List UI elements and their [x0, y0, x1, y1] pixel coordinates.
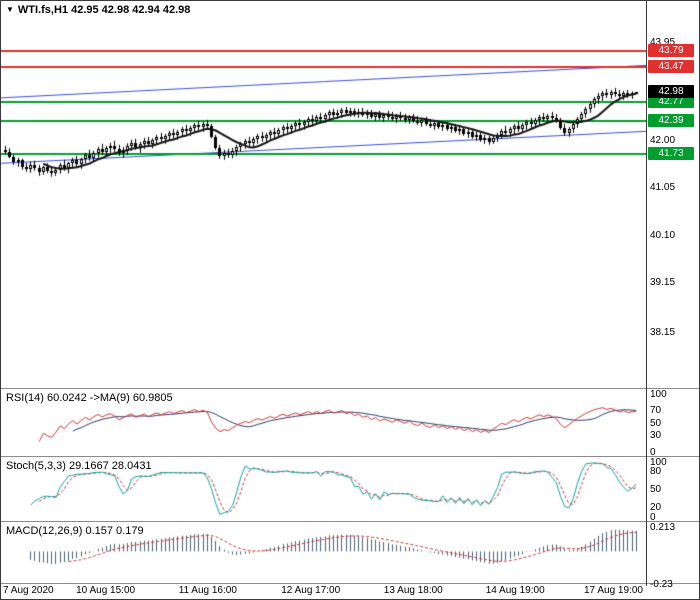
support-price-badge: 41.73 — [648, 147, 694, 161]
price-tick-label: 41.05 — [650, 182, 676, 194]
stochastic-scale-label: 80 — [650, 466, 662, 477]
stochastic-canvas[interactable] — [1, 457, 646, 521]
rsi-scale-label: 50 — [650, 417, 662, 429]
price-tick-label: 40.10 — [650, 229, 676, 241]
rsi-scale-label: 70 — [650, 404, 662, 416]
stochastic-scale-label: 0 — [650, 512, 656, 523]
rsi-scale[interactable]: 100 70 50 30 0 — [647, 389, 699, 458]
stochastic-indicator-panel: Stoch(5,3,3) 29.1667 28.0431 100 80 50 20 0 — [1, 457, 699, 523]
stochastic-scale-label: 50 — [650, 484, 662, 495]
rsi-scale-label: 100 — [650, 389, 667, 400]
macd-scale[interactable]: 0.213 -0.23 — [647, 522, 699, 590]
time-axis[interactable]: 7 Aug 2020 10 Aug 15:00 11 Aug 16:00 12 Aug… — [1, 584, 699, 598]
price-chart-canvas[interactable] — [1, 1, 646, 388]
price-tick-label: 39.15 — [650, 277, 676, 289]
price-tick-label: 43.95 — [650, 37, 676, 49]
stochastic-scale-label: 100 — [650, 457, 667, 468]
resistance-price-badge: 43.79 — [648, 44, 694, 58]
price-tick-label: 38.15 — [650, 327, 676, 339]
rsi-scale-label: 0 — [650, 447, 656, 458]
current-price-badge: 42.98 — [648, 84, 694, 98]
time-axis-label: 11 Aug 16:00 — [178, 585, 237, 596]
macd-scale-top-label: 0.213 — [650, 522, 676, 533]
time-axis-label: 12 Aug 17:00 — [281, 585, 341, 596]
support-price-badge: 42.39 — [648, 114, 694, 128]
stochastic-scale-label: 20 — [650, 502, 662, 513]
time-axis-label: 13 Aug 18:00 — [383, 585, 443, 596]
macd-canvas[interactable] — [1, 522, 646, 583]
support-price-badge: 42.77 — [648, 95, 694, 109]
chart-title-bar: ▼ WTI.fs,H1 42.95 42.98 42.94 42.98 — [6, 4, 190, 16]
price-scale[interactable]: 43.95 42.00 41.05 40.10 39.15 38.15 43.79 43.47… — [647, 1, 699, 388]
price-tick-label: 42.00 — [650, 134, 676, 146]
price-scale-divider — [646, 1, 647, 586]
macd-indicator-panel: MACD(12,26,9) 0.157 0.179 0.213 -0.23 — [1, 522, 699, 590]
macd-indicator-title: MACD(12,26,9) 0.157 0.179 — [6, 525, 144, 537]
main-chart-panel: ▼ WTI.fs,H1 42.95 42.98 42.94 42.98 43.95… — [1, 1, 699, 389]
time-axis-label: 7 Aug 2020 — [3, 585, 54, 596]
resistance-price-badge: 43.47 — [648, 60, 694, 74]
stochastic-scale[interactable]: 100 80 50 20 0 — [647, 457, 699, 523]
rsi-indicator-panel: RSI(14) 60.0242 ->MA(9) 60.9805 100 70 50 3… — [1, 389, 699, 458]
time-axis-label: 17 Aug 19:00 — [584, 585, 643, 596]
time-axis-label: 10 Aug 15:00 — [76, 585, 136, 596]
rsi-canvas[interactable] — [1, 389, 646, 456]
time-axis-label: 14 Aug 19:00 — [485, 585, 545, 596]
rsi-scale-label: 30 — [650, 430, 662, 442]
rsi-indicator-title: RSI(14) 60.0242 ->MA(9) 60.9805 — [6, 392, 173, 404]
chart-ohlc-title: WTI.fs,H1 42.95 42.98 42.94 42.98 — [17, 4, 191, 16]
macd-scale-bottom-label: -0.23 — [650, 579, 673, 590]
stochastic-indicator-title: Stoch(5,3,3) 29.1667 28.0431 — [6, 460, 152, 472]
collapse-icon[interactable]: ▼ — [6, 5, 14, 14]
